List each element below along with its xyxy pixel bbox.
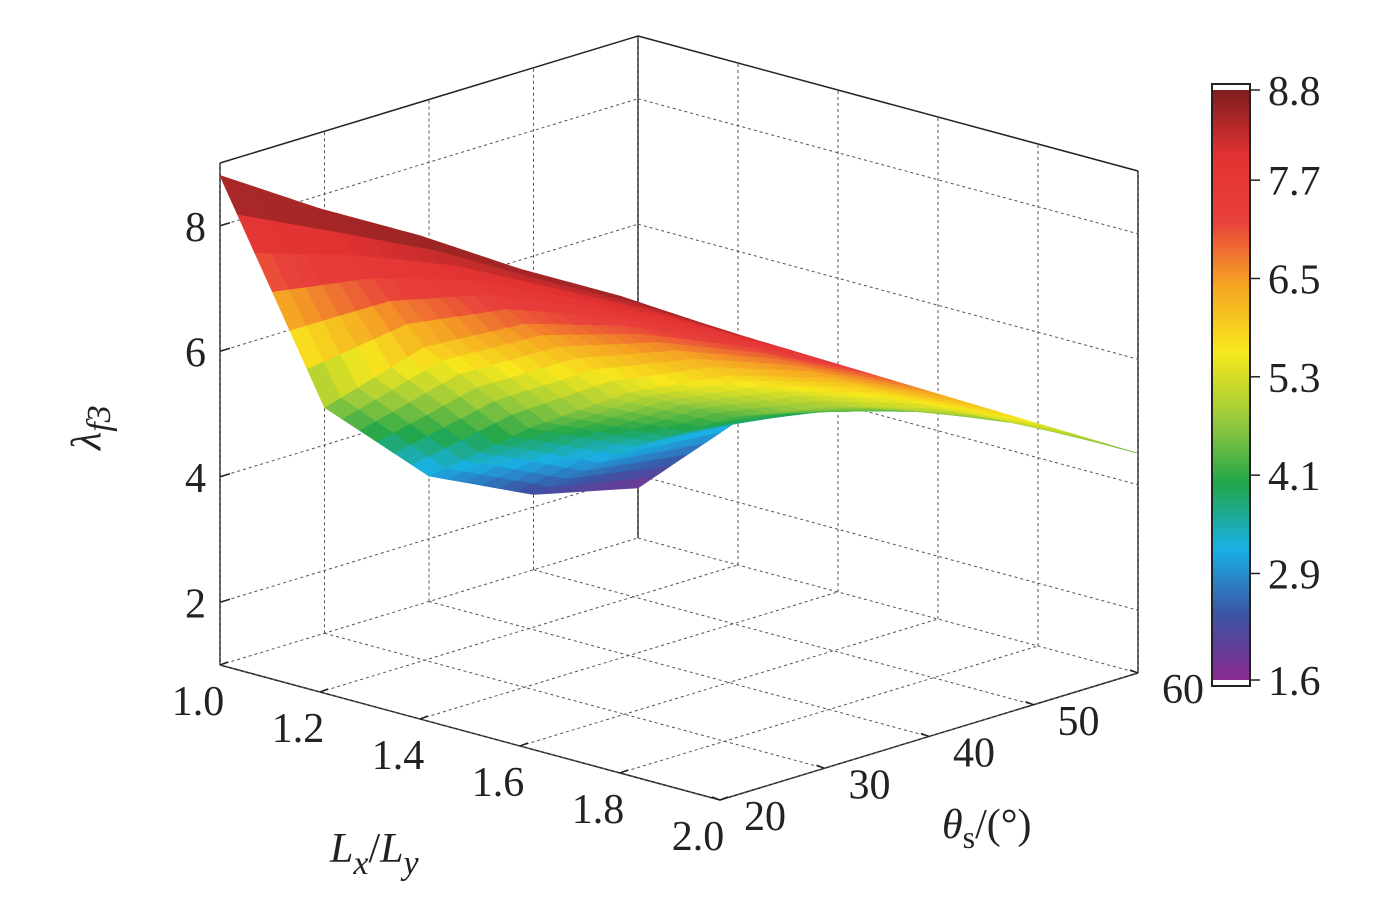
colorbar-tick-label: 1.6: [1268, 659, 1321, 705]
z-tick-label: 8: [185, 205, 206, 251]
x-tick-label: 2.0: [672, 814, 725, 860]
colorbar-frame: [1211, 83, 1251, 687]
axes-front: 2 4 6 8 1.0 1.2 1.4 1.6 1.8 2.0 20 30 40 50 60: [172, 205, 1204, 860]
colorbar-tick-label: 6.5: [1268, 257, 1321, 303]
grid-line: [519, 618, 939, 747]
surface-patch: [703, 323, 738, 335]
grid-line: [428, 601, 930, 737]
surface: [219, 174, 1139, 495]
grid-line: [319, 564, 739, 693]
y-axis-label: θs/(°): [942, 802, 1032, 855]
y-tick-label: 60: [1162, 667, 1204, 713]
y-tick-label: 50: [1058, 699, 1100, 745]
tick-mark: [219, 222, 231, 227]
grid-line: [219, 664, 721, 801]
colorbar: 1.6 2.9 4.1 5.3 6.5 7.7 8.8: [1211, 69, 1321, 705]
grid-line: [419, 591, 839, 720]
grid-line: [637, 537, 1139, 674]
grid-line: [219, 537, 639, 666]
colorbar-tick-label: 4.1: [1268, 454, 1321, 500]
x-tick-label: 1.8: [572, 787, 625, 833]
y-tick-label: 30: [849, 762, 891, 808]
x-tick-label: 1.2: [272, 706, 325, 752]
tick-mark: [711, 796, 721, 801]
colorbar-tick-label: 5.3: [1268, 356, 1321, 402]
colorbar-tick-label: 2.9: [1268, 552, 1321, 598]
tick-mark: [719, 796, 729, 801]
tick-mark: [519, 742, 529, 747]
x-tick-label: 1.0: [172, 679, 225, 725]
x-tick-label: 1.4: [372, 733, 425, 779]
z-tick-label: 6: [185, 330, 206, 376]
grid-line: [533, 569, 1034, 706]
grid-line: [637, 474, 1139, 611]
tick-mark: [219, 598, 231, 603]
y-tick-label: 20: [744, 794, 786, 840]
grid-line: [637, 223, 1139, 360]
tick-mark: [619, 769, 629, 774]
tick-mark: [219, 661, 229, 666]
colorbar-fill: [1212, 90, 1250, 680]
axis-edge: [637, 35, 1139, 172]
tick-mark: [1129, 669, 1139, 674]
z-tick-label: 4: [185, 456, 206, 502]
tick-mark: [219, 347, 231, 352]
tick-mark: [319, 688, 329, 693]
y-tick-label: 40: [953, 731, 995, 777]
grid-line: [637, 98, 1139, 235]
axis-edge: [219, 35, 639, 164]
tick-mark: [816, 764, 825, 769]
tick-mark: [219, 473, 231, 478]
x-tick-label: 1.6: [472, 760, 525, 806]
tick-mark: [1025, 701, 1034, 706]
tick-mark: [920, 732, 930, 738]
colorbar-tick-label: 8.8: [1268, 69, 1321, 115]
grid-line: [619, 645, 1039, 774]
z-tick-label: 2: [185, 581, 206, 627]
colorbar-tick-label: 7.7: [1268, 159, 1321, 205]
z-axis-label: λf3: [64, 405, 118, 452]
x-axis-label: Lx/Ly: [329, 826, 419, 882]
tick-mark: [419, 715, 429, 720]
grid-line: [324, 632, 825, 769]
